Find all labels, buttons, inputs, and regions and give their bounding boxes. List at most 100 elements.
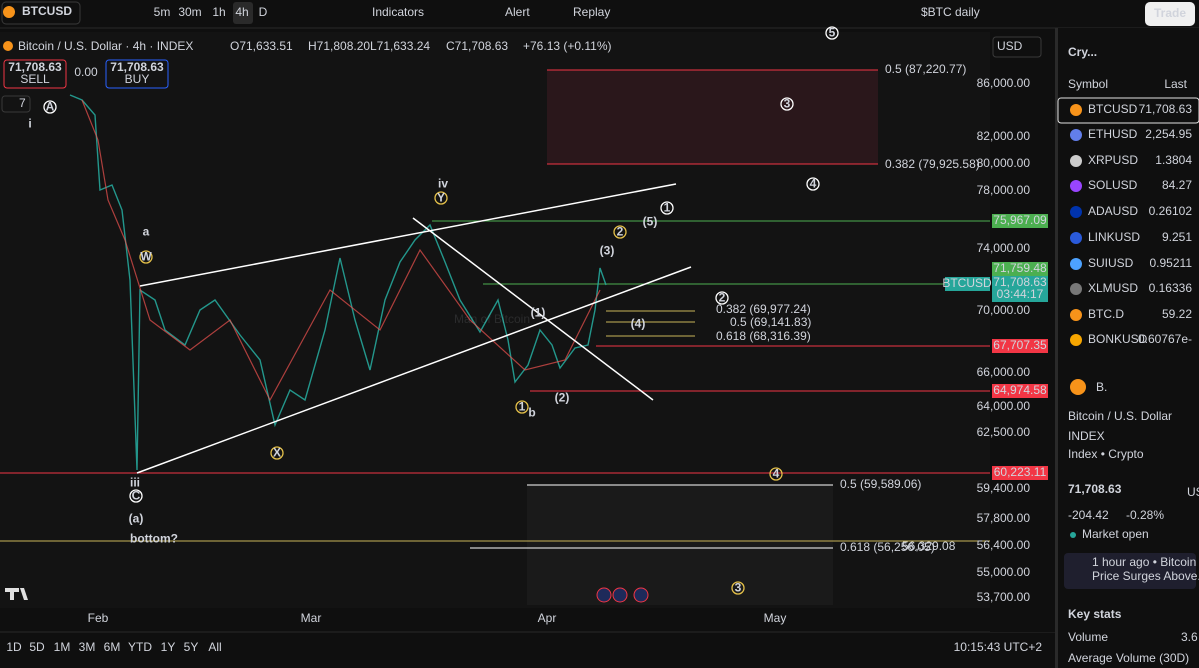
indicator-toggle[interactable] (1, 95, 31, 113)
column-header: Symbol (1068, 77, 1108, 91)
symbol-icon (1070, 206, 1082, 218)
wave-label: (a) (129, 512, 144, 526)
interval-active (233, 2, 253, 24)
wave-circle (613, 225, 627, 239)
wave-circle (139, 250, 153, 264)
watchlist-price: 71,708.63 (1139, 102, 1193, 116)
watchlist-symbol[interactable]: SOLUSD (1088, 178, 1138, 192)
watchlist-symbol[interactable]: LINKUSD (1088, 230, 1140, 244)
range-button[interactable]: 5Y (184, 640, 199, 654)
price-label: 53,700.00 (977, 590, 1031, 604)
watchlist-symbol[interactable]: SUIUSD (1088, 256, 1134, 270)
buy-box[interactable] (105, 59, 169, 89)
watchlist-price: 0.60767e- (1138, 332, 1192, 346)
trade-button[interactable]: Trade (1154, 6, 1186, 20)
sell-box[interactable] (3, 59, 67, 89)
price-tag-label: 60,223.11 (994, 465, 1047, 479)
watchlist-symbol[interactable]: BONKUSD (1088, 332, 1148, 346)
event-flag[interactable] (596, 587, 612, 603)
symbol[interactable]: BTCUSD (22, 4, 72, 18)
range-button[interactable]: 6M (104, 640, 121, 654)
price-tag (992, 262, 1048, 276)
watchlist-price: 0.26102 (1149, 204, 1193, 218)
watchlist-symbol[interactable]: ADAUSD (1088, 204, 1138, 218)
interval[interactable]: 4h (235, 5, 248, 19)
event-flag[interactable] (633, 587, 649, 603)
watchlist-title[interactable]: Cry... (1068, 45, 1097, 59)
symbol-icon (1070, 309, 1082, 321)
spread: 0.00 (74, 65, 98, 79)
legend-title: Bitcoin / U.S. Dollar · 4h · INDEX (18, 39, 193, 53)
price-label: 86,000.00 (977, 76, 1031, 90)
interval[interactable]: 1h (212, 5, 225, 19)
symbol-icon (1070, 379, 1086, 395)
price-label: 55,000.00 (977, 565, 1031, 579)
news-line: Price Surges Above... (1092, 569, 1199, 583)
indicators-button[interactable]: Indicators (372, 5, 424, 19)
watchlist-symbol[interactable]: XRPUSD (1088, 153, 1138, 167)
range-button[interactable]: 1M (54, 640, 71, 654)
legend-ohlc: O71,633.51 (230, 39, 293, 53)
price-label: 62,500.00 (977, 425, 1031, 439)
replay-button[interactable]: Replay (573, 5, 610, 19)
watchlist-price: 0.16336 (1149, 281, 1193, 295)
range-button[interactable]: All (208, 640, 221, 654)
wave-label: iv (438, 177, 448, 191)
price-label: 64,000.00 (977, 399, 1031, 413)
price-label: 80,000.00 (977, 156, 1031, 170)
watchlist-price: 9.251 (1162, 230, 1192, 244)
interval[interactable]: 5m (154, 5, 171, 19)
range-button[interactable]: YTD (128, 640, 152, 654)
range-button[interactable]: 5D (29, 640, 45, 654)
interval[interactable]: D (259, 5, 268, 19)
time-label: Feb (88, 611, 109, 625)
watchlist-symbol[interactable]: XLMUSD (1088, 281, 1138, 295)
watchlist-price: 2,254.95 (1145, 127, 1192, 141)
wave-circle (825, 26, 839, 40)
fib-label: 0.5 (59,589.06) (840, 477, 921, 491)
wave-label: 1 (664, 201, 671, 215)
price-tag-label: 71,759.48 (993, 261, 1047, 275)
event-flag[interactable] (612, 587, 628, 603)
time-label: Apr (538, 611, 557, 625)
clock: 10:15:43 UTC+2 (954, 640, 1043, 654)
interval[interactable]: 30m (178, 5, 201, 19)
wave-label: C (132, 489, 141, 503)
range-button[interactable]: 3M (79, 640, 96, 654)
trade-button[interactable] (1145, 2, 1195, 26)
wave-label: 1 (519, 400, 526, 414)
indicator-count: 7 (19, 96, 26, 110)
price-tag (992, 466, 1048, 480)
fib-label: 0.382 (69,977.24) (716, 302, 811, 316)
countdown: 03:44:17 (997, 287, 1044, 301)
symbol-icon (1070, 180, 1082, 192)
alert-button[interactable]: Alert (505, 5, 530, 19)
wave-label: 5 (829, 26, 836, 40)
layout-name[interactable]: $BTC daily (921, 5, 980, 19)
fib-label: 0.5 (87,220.77) (885, 62, 966, 76)
symbol-icon (1070, 334, 1082, 346)
price-tag (992, 384, 1048, 398)
column-header: Last (1164, 77, 1187, 91)
wave-label: W (140, 250, 152, 264)
details-currency: USD (1187, 485, 1199, 499)
range-button[interactable]: 1Y (161, 640, 176, 654)
watchlist-symbol[interactable]: BTC.D (1088, 307, 1124, 321)
watchlist-symbol[interactable]: BTCUSD (1088, 102, 1138, 116)
wave-circle (660, 201, 674, 215)
watchlist-price: 59.22 (1162, 307, 1192, 321)
wave-label: 3 (735, 581, 742, 595)
wave-circle (515, 400, 529, 414)
range-button[interactable]: 1D (6, 640, 22, 654)
wave-label: bottom? (130, 532, 178, 546)
legend-ohlc: H71,808.20 (308, 39, 370, 53)
watchlist-price: 84.27 (1162, 178, 1192, 192)
currency-box[interactable] (992, 36, 1042, 58)
details-symbol: B. (1096, 380, 1107, 394)
watchlist-symbol[interactable]: ETHUSD (1088, 127, 1138, 141)
news-box[interactable] (1064, 553, 1196, 589)
stat-label: Volume (1068, 630, 1108, 644)
price-label: 66,000.00 (977, 365, 1031, 379)
symbol-icon (1070, 258, 1082, 270)
